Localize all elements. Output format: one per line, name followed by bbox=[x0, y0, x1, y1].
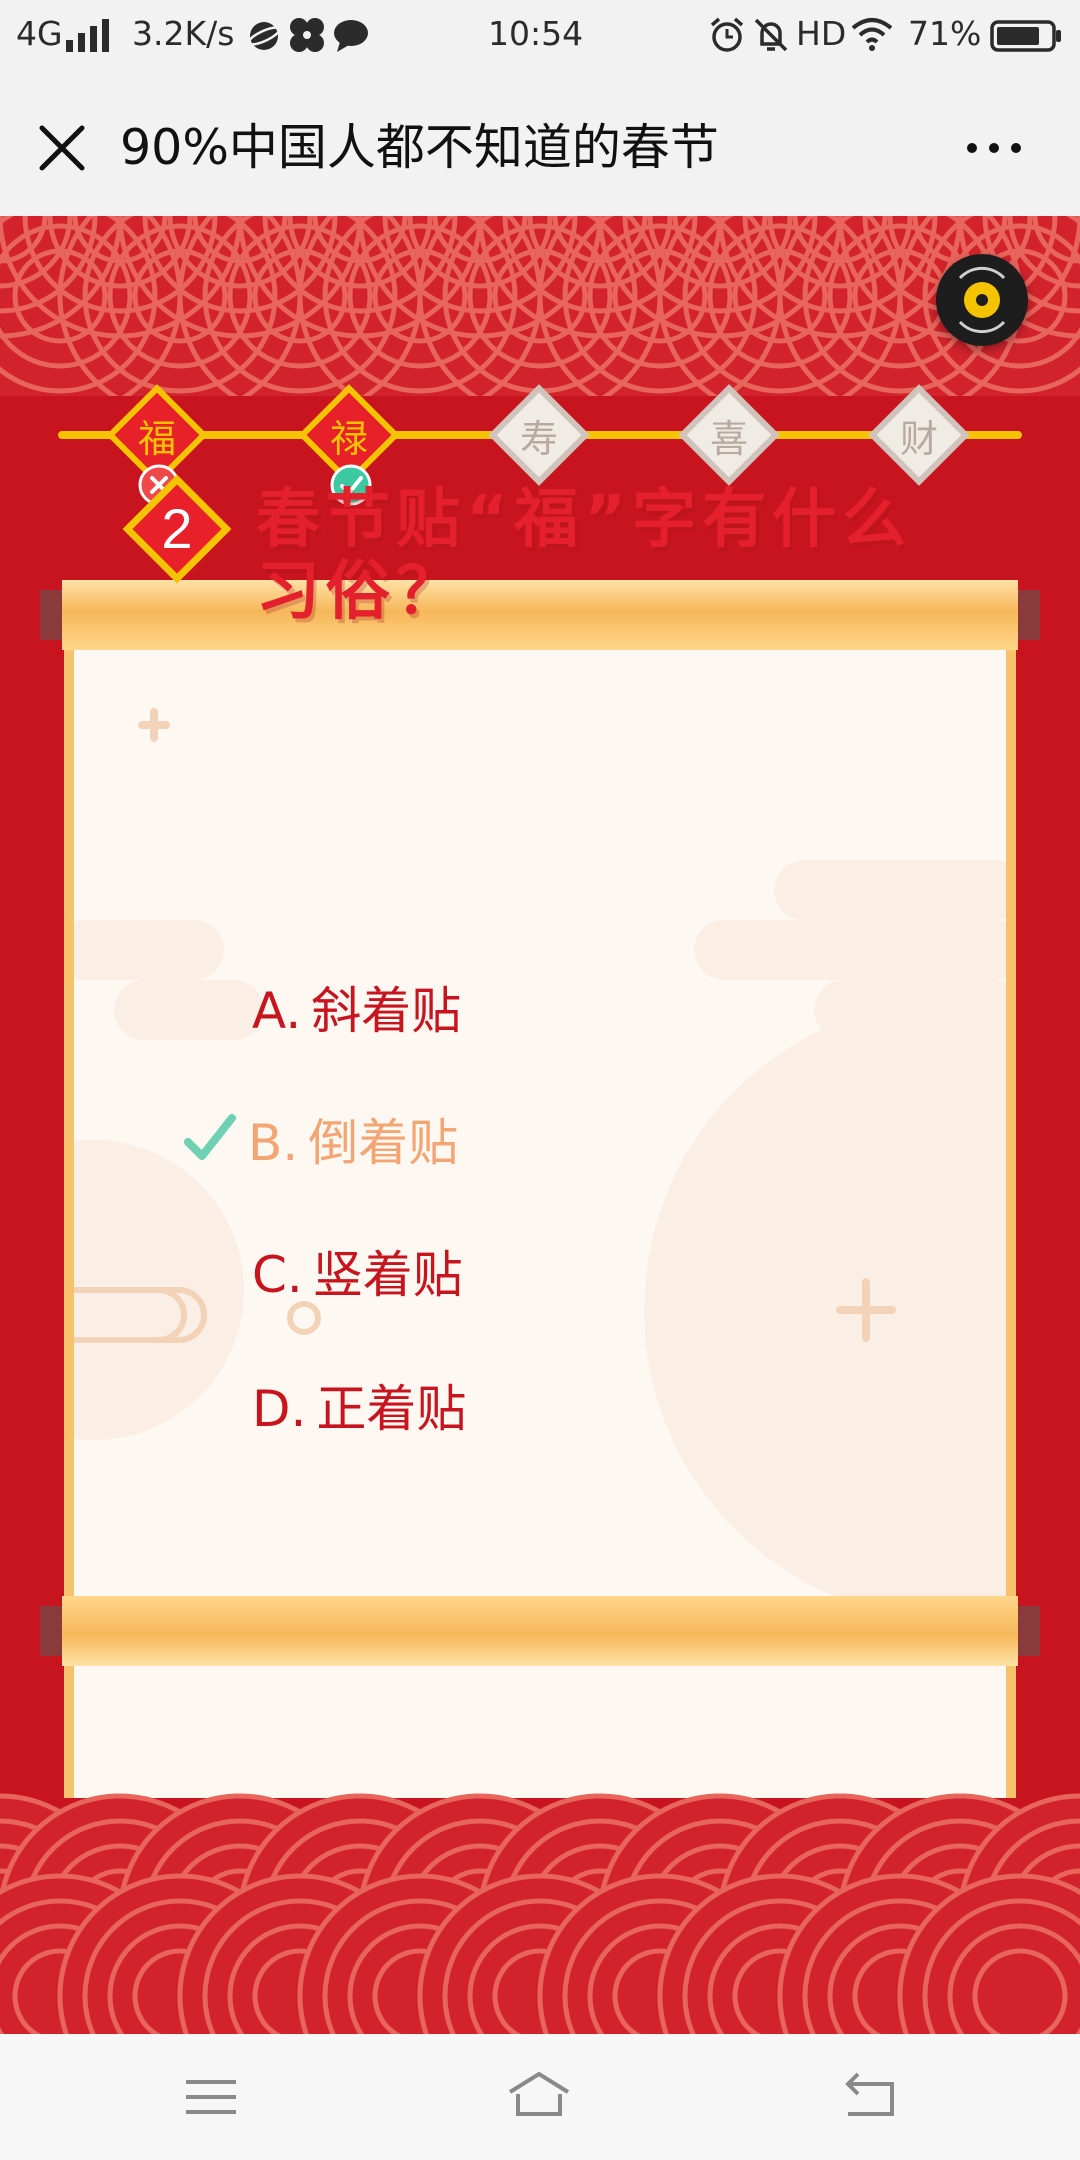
top-wave-pattern bbox=[0, 216, 1080, 416]
option-text: 竖着贴 bbox=[312, 1246, 463, 1304]
battery-percent: 71% bbox=[908, 14, 982, 53]
option-letter: D. bbox=[252, 1380, 307, 1438]
page-title: 90%中国人都不知道的春节 bbox=[120, 119, 719, 176]
cloud-decoration bbox=[74, 708, 1006, 1620]
fan-icon bbox=[290, 18, 324, 52]
hd-indicator: HD bbox=[796, 14, 847, 53]
message-icon bbox=[334, 20, 368, 52]
step-char: 福 bbox=[137, 416, 176, 461]
step-char: 财 bbox=[899, 416, 938, 461]
clock: 10:54 bbox=[488, 14, 584, 53]
option-c[interactable]: C. 竖着贴 bbox=[252, 1240, 463, 1310]
wifi-icon bbox=[851, 18, 893, 51]
diamond-icon bbox=[678, 384, 780, 486]
correct-badge-icon bbox=[330, 464, 372, 506]
question-number: 2 bbox=[161, 497, 192, 560]
close-icon[interactable] bbox=[34, 120, 90, 176]
diamond-icon bbox=[868, 384, 970, 486]
option-text: 斜着贴 bbox=[311, 982, 462, 1040]
progress-step-xi: 喜 bbox=[674, 380, 784, 490]
option-text: 倒着贴 bbox=[308, 1114, 459, 1172]
question-number-badge: 2 bbox=[122, 474, 232, 584]
battery-icon bbox=[990, 20, 1061, 52]
system-nav-bar bbox=[0, 2034, 1080, 2160]
home-icon[interactable] bbox=[504, 2064, 574, 2130]
step-char: 喜 bbox=[709, 416, 748, 461]
option-a[interactable]: A. 斜着贴 bbox=[252, 976, 461, 1046]
alarm-icon bbox=[710, 17, 744, 52]
option-letter: C. bbox=[252, 1246, 303, 1304]
option-b[interactable]: B. 倒着贴 bbox=[248, 1108, 458, 1178]
more-options-icon[interactable] bbox=[964, 128, 1024, 168]
network-type: 4G bbox=[16, 14, 63, 53]
diamond-icon bbox=[106, 384, 208, 486]
menu-icon[interactable] bbox=[176, 2064, 246, 2130]
diamond-icon bbox=[488, 384, 590, 486]
option-text: 正着贴 bbox=[316, 1380, 467, 1438]
signal-icon bbox=[66, 19, 109, 52]
progress-step-lu: 禄 bbox=[294, 380, 404, 506]
checkmark-icon bbox=[184, 1114, 236, 1160]
network-speed: 3.2K/s bbox=[132, 14, 235, 53]
scroll-bottom-rod bbox=[40, 1596, 1040, 1666]
progress-step-cai: 财 bbox=[864, 380, 974, 490]
option-letter: A. bbox=[252, 982, 302, 1040]
option-letter: B. bbox=[248, 1114, 299, 1172]
progress-step-shou: 寿 bbox=[484, 380, 594, 490]
title-bar: 90%中国人都不知道的春节 bbox=[0, 72, 1080, 216]
status-bar: 4G 3.2K/s 10:54 bbox=[0, 0, 1080, 72]
step-char: 寿 bbox=[519, 416, 558, 461]
scroll-top-rod bbox=[40, 580, 1040, 650]
bottom-wave-pattern bbox=[0, 1776, 1080, 2034]
planet-icon bbox=[247, 22, 281, 50]
back-icon[interactable] bbox=[834, 2064, 904, 2130]
step-char: 禄 bbox=[329, 416, 368, 461]
music-disc-icon bbox=[938, 256, 1026, 344]
diamond-icon bbox=[298, 384, 400, 486]
music-toggle-button[interactable] bbox=[936, 254, 1028, 346]
option-d[interactable]: D. 正着贴 bbox=[252, 1374, 466, 1444]
mute-bell-icon bbox=[754, 18, 788, 52]
question-text: 春节贴“福”字有什么习俗？ bbox=[256, 483, 913, 629]
